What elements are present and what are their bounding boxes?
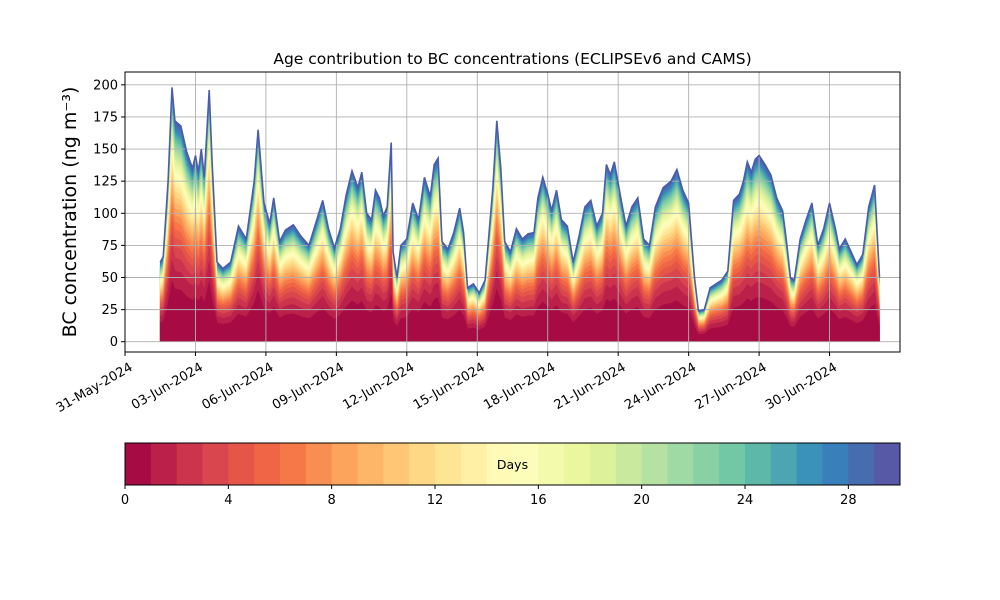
colorbar-swatch xyxy=(770,443,798,485)
colorbar-swatch xyxy=(538,443,565,485)
x-tick-label: 27-Jun-2024 xyxy=(693,360,770,413)
colorbar-swatch xyxy=(202,443,229,485)
y-tick-label: 175 xyxy=(93,110,118,125)
x-tick-label: 31-May-2024 xyxy=(54,360,136,416)
plot-area xyxy=(124,71,901,353)
colorbar-swatch xyxy=(796,443,823,485)
x-tick-label: 21-Jun-2024 xyxy=(552,360,629,413)
colorbar-swatch xyxy=(435,443,462,485)
colorbar-swatch xyxy=(460,443,488,485)
colorbar-swatch xyxy=(693,443,720,485)
colorbar-swatch xyxy=(486,443,513,485)
colorbar-swatch xyxy=(383,443,410,485)
colorbar-tick-label: 12 xyxy=(427,493,444,508)
y-tick-label: 25 xyxy=(101,303,118,318)
x-axis: 31-May-202403-Jun-202406-Jun-202409-Jun-… xyxy=(54,352,840,416)
colorbar-swatch xyxy=(512,443,539,485)
total-concentration-line xyxy=(159,87,881,312)
colorbar-tick-label: 28 xyxy=(840,493,857,508)
x-tick-label: 30-Jun-2024 xyxy=(763,360,840,413)
y-tick-label: 75 xyxy=(101,239,118,254)
plot-frame xyxy=(124,71,901,353)
chart-title: Age contribution to BC concentrations (E… xyxy=(273,50,751,68)
colorbar-swatch xyxy=(305,443,333,485)
colorbar-swatch xyxy=(745,443,772,485)
y-tick-label: 50 xyxy=(101,271,118,286)
colorbar-swatch xyxy=(331,443,358,485)
y-axis-label: BC concentration (ng m⁻³) xyxy=(59,87,81,338)
colorbar-swatch xyxy=(357,443,384,485)
colorbar-swatch xyxy=(874,443,901,485)
colorbar-swatch xyxy=(254,443,281,485)
y-tick-label: 200 xyxy=(93,78,118,93)
age-layers xyxy=(160,87,880,342)
colorbar-swatch xyxy=(228,443,255,485)
colorbar-label: Days xyxy=(497,457,528,472)
y-axis: 0 25 50 75 100 125 150 175 200 xyxy=(93,78,125,350)
colorbar-swatch xyxy=(822,443,849,485)
colorbar-tick-label: 4 xyxy=(224,493,232,508)
x-tick-label: 12-Jun-2024 xyxy=(340,360,417,413)
colorbar-tick-label: 20 xyxy=(633,493,650,508)
colorbar: Days 0 4 8 12 16 20 24 28 xyxy=(121,442,901,508)
x-tick-label: 24-Jun-2024 xyxy=(622,360,699,413)
grid-lines xyxy=(124,72,900,352)
colorbar-swatch xyxy=(409,443,436,485)
x-tick-label: 03-Jun-2024 xyxy=(129,360,206,413)
x-tick-label: 06-Jun-2024 xyxy=(199,360,276,413)
colorbar-tick-label: 16 xyxy=(530,493,547,508)
colorbar-swatch xyxy=(719,443,746,485)
colorbar-tick-label: 8 xyxy=(328,493,336,508)
colorbar-frame xyxy=(124,442,901,486)
colorbar-swatch xyxy=(848,443,875,485)
colorbar-swatch xyxy=(641,443,668,485)
colorbar-tick-label: 0 xyxy=(121,493,129,508)
colorbar-swatch xyxy=(615,443,643,485)
colorbar-swatch xyxy=(150,443,178,485)
colorbar-tick-label: 24 xyxy=(737,493,754,508)
x-tick-label: 09-Jun-2024 xyxy=(270,360,347,413)
y-tick-label: 0 xyxy=(110,335,118,350)
colorbar-swatch xyxy=(667,443,694,485)
x-tick-label: 15-Jun-2024 xyxy=(411,360,488,413)
colorbar-swatch xyxy=(280,443,307,485)
colorbar-swatch xyxy=(176,443,203,485)
colorbar-swatch xyxy=(590,443,617,485)
age-layer xyxy=(160,280,880,342)
y-tick-label: 100 xyxy=(93,207,118,222)
colorbar-swatch xyxy=(564,443,591,485)
y-tick-label: 125 xyxy=(93,175,118,190)
y-tick-label: 150 xyxy=(93,143,118,158)
x-tick-label: 18-Jun-2024 xyxy=(481,360,558,413)
colorbar-swatch xyxy=(125,443,152,485)
